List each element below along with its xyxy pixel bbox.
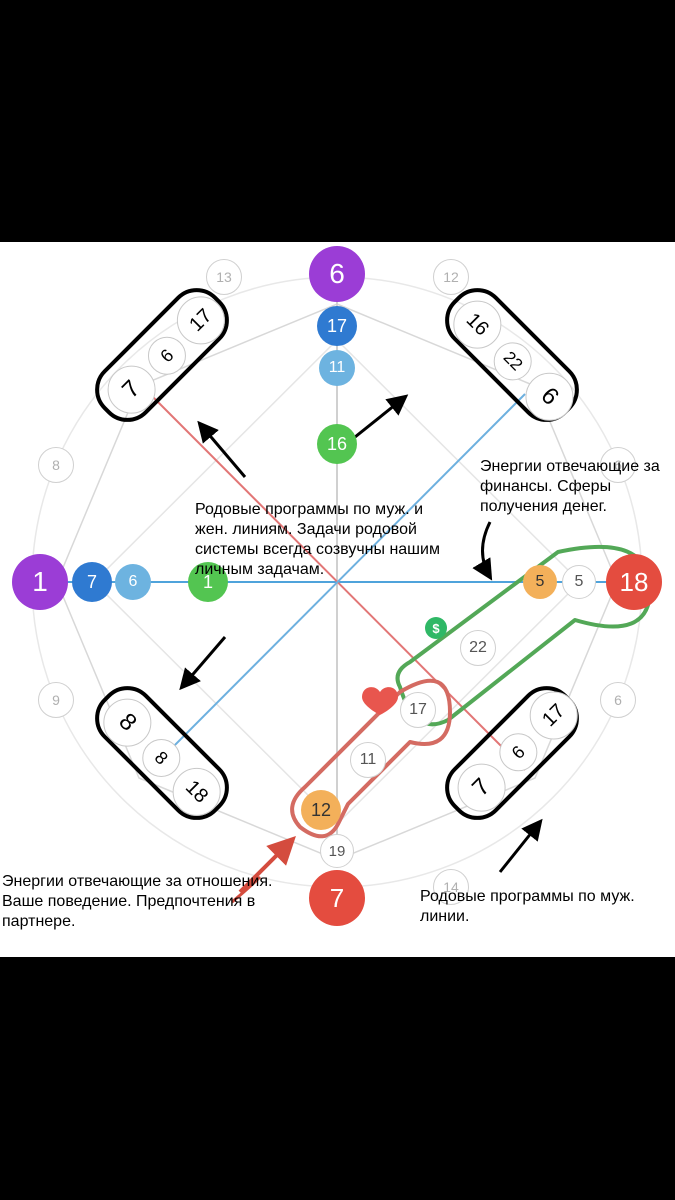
pill-val: 18 <box>181 776 213 808</box>
right-node-18: 18 <box>606 554 662 610</box>
pill-top-left: 7 6 17 <box>84 277 241 434</box>
dollar-icon: $ <box>425 617 447 639</box>
top-node-6: 6 <box>309 246 365 302</box>
annotation-bottom-right: Родовые программы по муж. линии. <box>420 887 635 927</box>
node-label: 18 <box>620 567 649 598</box>
annotation-text: Энергии отвечающие за отношения. Ваше по… <box>2 873 272 930</box>
pill-bottom-left: 8 8 18 <box>84 675 241 832</box>
pill-bottom-right: 17 6 7 <box>434 675 591 832</box>
node-label: 17 <box>409 701 427 719</box>
pill-val: 8 <box>113 708 142 737</box>
right-node-5a: 5 <box>523 565 557 599</box>
outer-node: 13 <box>206 259 242 295</box>
outer-node: 6 <box>600 682 636 718</box>
outer-node: 8 <box>38 447 74 483</box>
node-label: 6 <box>329 258 345 290</box>
node-label: 6 <box>129 573 138 591</box>
love-node-12: 12 <box>301 790 341 830</box>
node-label: 11 <box>360 751 377 769</box>
top-node-11: 11 <box>319 350 355 386</box>
node-label: 11 <box>329 359 346 377</box>
node-label: 17 <box>327 316 347 337</box>
pill-val: 7 <box>467 773 496 802</box>
annotation-bottom-left: Энергии отвечающие за отношения. Ваше по… <box>2 872 282 932</box>
left-node-7: 7 <box>72 562 112 602</box>
node-label: 16 <box>327 434 347 455</box>
top-node-16: 16 <box>317 424 357 464</box>
diagram-canvas: 13 12 6 6 14 9 8 6 17 11 16 1 7 6 1 5 5 … <box>0 242 675 957</box>
pill-val: 6 <box>507 741 529 763</box>
pill-val: 8 <box>150 747 172 769</box>
pill-val: 22 <box>499 348 527 376</box>
bottom-node-7: 7 <box>309 870 365 926</box>
node-label: 5 <box>575 573 584 591</box>
outer-node-label: 13 <box>216 269 232 285</box>
left-node-6: 6 <box>115 564 151 600</box>
annotation-center: Родовые программы по муж. и жен. линиям.… <box>195 500 440 580</box>
node-label: 22 <box>469 639 487 657</box>
outer-node: 12 <box>433 259 469 295</box>
node-label: 7 <box>87 572 97 593</box>
annotation-text: Родовые программы по муж. линии. <box>420 888 635 925</box>
top-node-17: 17 <box>317 306 357 346</box>
node-label: 7 <box>330 883 344 914</box>
love-node-17: 17 <box>400 692 436 728</box>
pill-val: 6 <box>535 382 564 411</box>
pill-val: 17 <box>185 304 217 336</box>
pill-val: 17 <box>538 700 570 732</box>
node-label: 1 <box>32 566 48 598</box>
outer-node-label: 8 <box>52 457 60 473</box>
left-node-1: 1 <box>12 554 68 610</box>
annotation-top-right: Энергии отвечающие за финансы. Сферы пол… <box>480 457 675 517</box>
pill-val: 16 <box>461 309 493 341</box>
love-node-11: 11 <box>350 742 386 778</box>
annotation-text: Энергии отвечающие за финансы. Сферы пол… <box>480 458 660 515</box>
right-node-5b: 5 <box>562 565 596 599</box>
bottom-node-19: 19 <box>320 834 354 868</box>
outer-node: 9 <box>38 682 74 718</box>
node-label: 5 <box>536 573 545 591</box>
pill-val: 6 <box>156 345 178 367</box>
node-label: $ <box>432 621 439 636</box>
node-label: 12 <box>311 800 331 821</box>
outer-node-label: 9 <box>52 692 60 708</box>
pill-top-right: 6 22 16 <box>434 277 591 434</box>
money-node-22: 22 <box>460 630 496 666</box>
outer-node-label: 6 <box>614 692 622 708</box>
annotation-text: Родовые программы по муж. и жен. линиям.… <box>195 501 440 578</box>
node-label: 19 <box>329 843 346 860</box>
pill-val: 7 <box>117 375 146 404</box>
outer-node-label: 12 <box>443 269 459 285</box>
